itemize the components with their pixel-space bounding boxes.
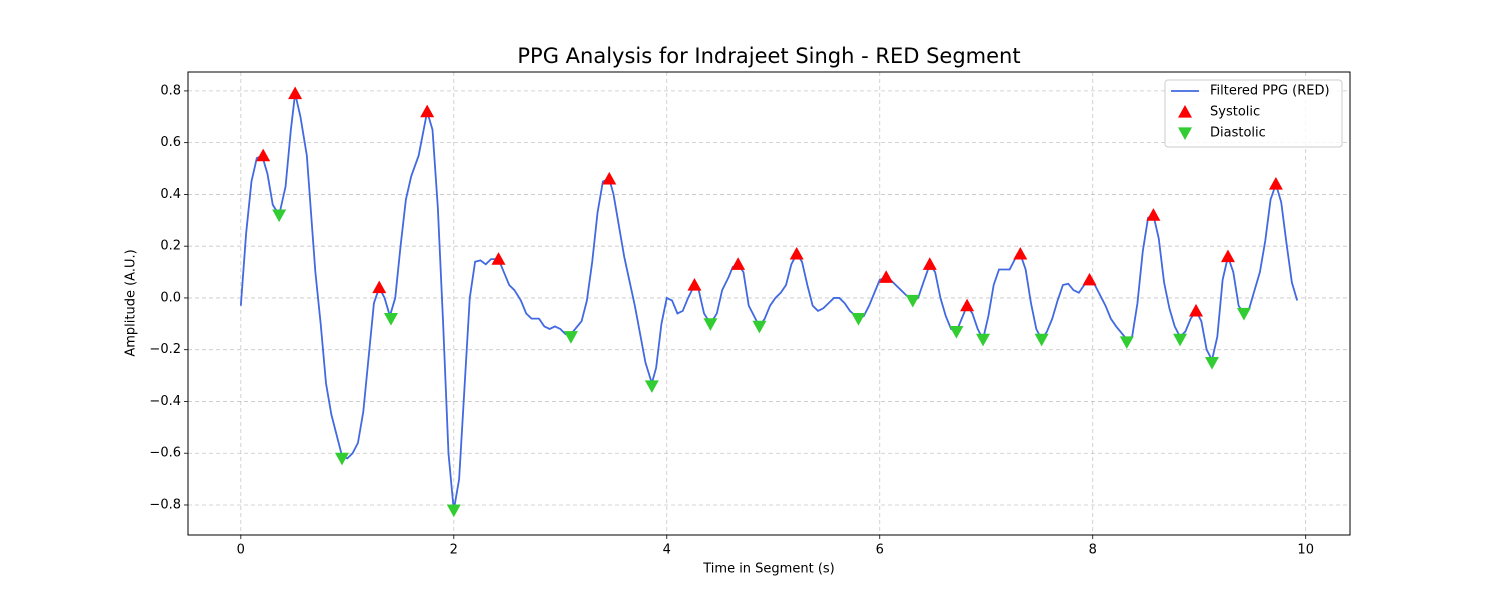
systolic-marker <box>602 171 617 185</box>
y-tick-label: −0.6 <box>149 446 181 461</box>
systolic-marker <box>922 257 937 270</box>
systolic-marker <box>372 280 387 294</box>
y-axis-label: Amplitude (A.U.) <box>124 249 139 356</box>
systolic-marker <box>731 257 746 270</box>
diastolic-marker <box>644 380 659 393</box>
systolic-marker <box>1146 208 1161 221</box>
y-tick-label: 0.0 <box>160 290 181 305</box>
x-axis-label: Time in Segment (s) <box>702 562 834 577</box>
diastolic-marker <box>1204 357 1219 370</box>
systolic-marker <box>256 148 271 162</box>
diastolic-marker <box>1034 333 1049 347</box>
diastolic-marker <box>1119 336 1134 349</box>
diastolic-marker <box>703 318 718 331</box>
x-tick-label: 2 <box>450 543 458 558</box>
systolic-marker <box>1082 272 1097 286</box>
diastolic-marker <box>1173 333 1188 347</box>
diastolic-marker <box>334 452 349 466</box>
systolic-marker <box>1268 177 1283 190</box>
y-tick-label: 0.2 <box>160 239 181 254</box>
diastolic-marker <box>383 313 398 326</box>
x-tick-label: 8 <box>1089 543 1097 558</box>
ppg-line <box>239 93 1299 511</box>
legend-label: Systolic <box>1210 105 1260 120</box>
diastolic-marker <box>976 333 991 347</box>
x-tick-label: 4 <box>663 543 671 558</box>
legend-label: Filtered PPG (RED) <box>1210 84 1330 99</box>
x-tick-label: 6 <box>876 543 884 558</box>
systolic-marker <box>420 104 435 118</box>
diastolic-marker <box>905 294 920 308</box>
systolic-marker <box>491 252 506 265</box>
y-tick-label: −0.4 <box>149 394 181 409</box>
diastolic-marker <box>563 331 578 344</box>
chart-title: PPG Analysis for Indrajeet Singh - RED S… <box>517 44 1020 68</box>
diastolic-marker <box>949 325 964 339</box>
legend-label: Diastolic <box>1210 126 1266 141</box>
diastolic-marker <box>272 209 287 223</box>
y-tick-label: −0.8 <box>149 497 181 512</box>
legend-swatch <box>1178 127 1192 140</box>
diastolic-marker <box>851 313 866 326</box>
diastolic-marker <box>752 320 767 334</box>
systolic-marker <box>879 270 894 283</box>
diastolic-marker <box>446 504 461 518</box>
legend-swatch <box>1178 105 1192 118</box>
systolic-marker <box>687 277 702 291</box>
legend-box <box>1164 79 1343 148</box>
y-tick-label: 0.4 <box>160 187 181 202</box>
x-tick-label: 0 <box>237 543 245 558</box>
y-tick-label: 0.8 <box>160 83 181 98</box>
systolic-marker <box>1013 246 1028 260</box>
systolic-marker <box>288 86 303 100</box>
systolic-marker <box>789 246 804 260</box>
y-tick-label: 0.6 <box>160 135 181 150</box>
y-tick-label: −0.2 <box>149 342 181 357</box>
diastolic-marker <box>1236 307 1251 321</box>
x-tick-label: 10 <box>1297 543 1314 558</box>
systolic-marker <box>960 298 975 312</box>
plot-frame <box>187 71 1351 536</box>
systolic-marker <box>1220 249 1235 263</box>
systolic-marker <box>1189 303 1204 317</box>
